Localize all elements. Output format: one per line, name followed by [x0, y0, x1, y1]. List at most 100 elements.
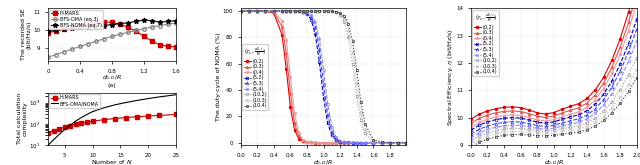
(10,4) [600, 119, 607, 121]
(5,3) [278, 10, 286, 12]
(0,3) [600, 82, 607, 84]
(5,3) [608, 86, 616, 88]
(0,2) [525, 109, 533, 111]
BFS-OMA/NOMA [44, 144, 52, 146]
(0,4) [625, 30, 632, 32]
BFS-NOMA (eq.7) [116, 23, 124, 25]
(5,4) [591, 112, 599, 114]
(0,3) [295, 135, 303, 137]
(10,2) [600, 110, 607, 112]
(0,3) [369, 142, 377, 144]
BFS-OMA (eq.3) [44, 56, 52, 58]
(0,3) [550, 115, 557, 117]
(10,2) [625, 74, 632, 76]
(5,3) [600, 99, 607, 100]
(10,2) [361, 132, 369, 134]
(0,4) [299, 139, 307, 141]
BFS-OMA/NOMA [61, 129, 68, 131]
(10,3) [575, 128, 582, 130]
(5,3) [558, 122, 566, 124]
(0,2) [361, 142, 369, 144]
H-MARS [92, 21, 100, 23]
(5,3) [625, 51, 632, 53]
(0,2) [307, 141, 315, 143]
(0,4) [616, 53, 624, 55]
(0,2) [394, 142, 402, 144]
(5,4) [270, 10, 278, 12]
(5,3) [282, 10, 290, 12]
(10,2) [332, 12, 340, 14]
(10,3) [245, 10, 253, 12]
(10,2) [353, 95, 360, 97]
(10,3) [517, 131, 525, 133]
(10,3) [336, 13, 344, 15]
(10,2) [307, 10, 315, 12]
(10,3) [320, 10, 328, 12]
(10,3) [591, 121, 599, 123]
(0,4) [349, 142, 356, 144]
(0,2) [575, 103, 582, 105]
BFS-OMA/NOMA [77, 116, 85, 118]
(10,4) [253, 10, 261, 12]
(10,3) [287, 10, 294, 12]
Line: (0,4): (0,4) [470, 1, 638, 129]
(0,4) [282, 39, 290, 41]
(10,3) [386, 142, 394, 144]
(5,2) [303, 13, 311, 15]
(5,3) [312, 26, 319, 28]
BFS-OMA (eq.3) [52, 54, 60, 56]
(5,2) [270, 10, 278, 12]
(5,3) [369, 142, 377, 144]
(10,2) [509, 127, 516, 129]
(5,4) [324, 103, 332, 105]
(0,2) [340, 142, 348, 144]
(5,4) [320, 68, 328, 70]
BFS-OMA (eq.3) [100, 38, 108, 40]
(5,3) [386, 142, 394, 144]
BFS-OMA (eq.3) [132, 29, 140, 31]
(10,4) [541, 135, 549, 137]
(0,3) [575, 107, 582, 109]
(0,4) [575, 111, 582, 113]
(5,4) [369, 142, 377, 144]
BFS-OMA/NOMA [50, 139, 58, 141]
(5,2) [517, 117, 525, 119]
(0,4) [509, 114, 516, 116]
(10,3) [324, 10, 332, 12]
(0,4) [633, 2, 640, 4]
(5,4) [517, 124, 525, 126]
(10,4) [403, 142, 410, 144]
(5,2) [575, 114, 582, 116]
(10,2) [324, 10, 332, 12]
BFS-NOMA (eq.7) [108, 24, 116, 26]
(5,4) [533, 128, 541, 130]
(5,3) [394, 142, 402, 144]
(10,3) [492, 133, 500, 135]
(10,4) [616, 102, 624, 104]
Y-axis label: The recorded SE
(bit/Hz/s): The recorded SE (bit/Hz/s) [21, 9, 32, 60]
(5,4) [307, 14, 315, 16]
BFS-OMA/NOMA [111, 104, 119, 106]
(0,4) [558, 116, 566, 118]
Legend: H-MARS, BFS-OMA/NOMA: H-MARS, BFS-OMA/NOMA [49, 94, 100, 108]
(10,4) [316, 10, 323, 12]
(10,4) [357, 101, 365, 103]
(10,2) [583, 122, 591, 124]
(10,2) [312, 10, 319, 12]
(10,2) [328, 11, 336, 13]
Line: (0,2): (0,2) [239, 10, 408, 144]
(5,2) [386, 142, 394, 144]
(5,4) [492, 126, 500, 128]
(0,3) [403, 142, 410, 144]
(10,2) [357, 119, 365, 121]
(10,3) [316, 10, 323, 12]
(0,4) [332, 142, 340, 144]
(0,3) [324, 142, 332, 144]
BFS-NOMA (eq.7) [132, 20, 140, 22]
(10,3) [566, 129, 574, 131]
(5,3) [541, 125, 549, 127]
(5,3) [550, 124, 557, 126]
(10,2) [616, 89, 624, 91]
(0,3) [262, 10, 269, 12]
(10,3) [525, 131, 533, 133]
